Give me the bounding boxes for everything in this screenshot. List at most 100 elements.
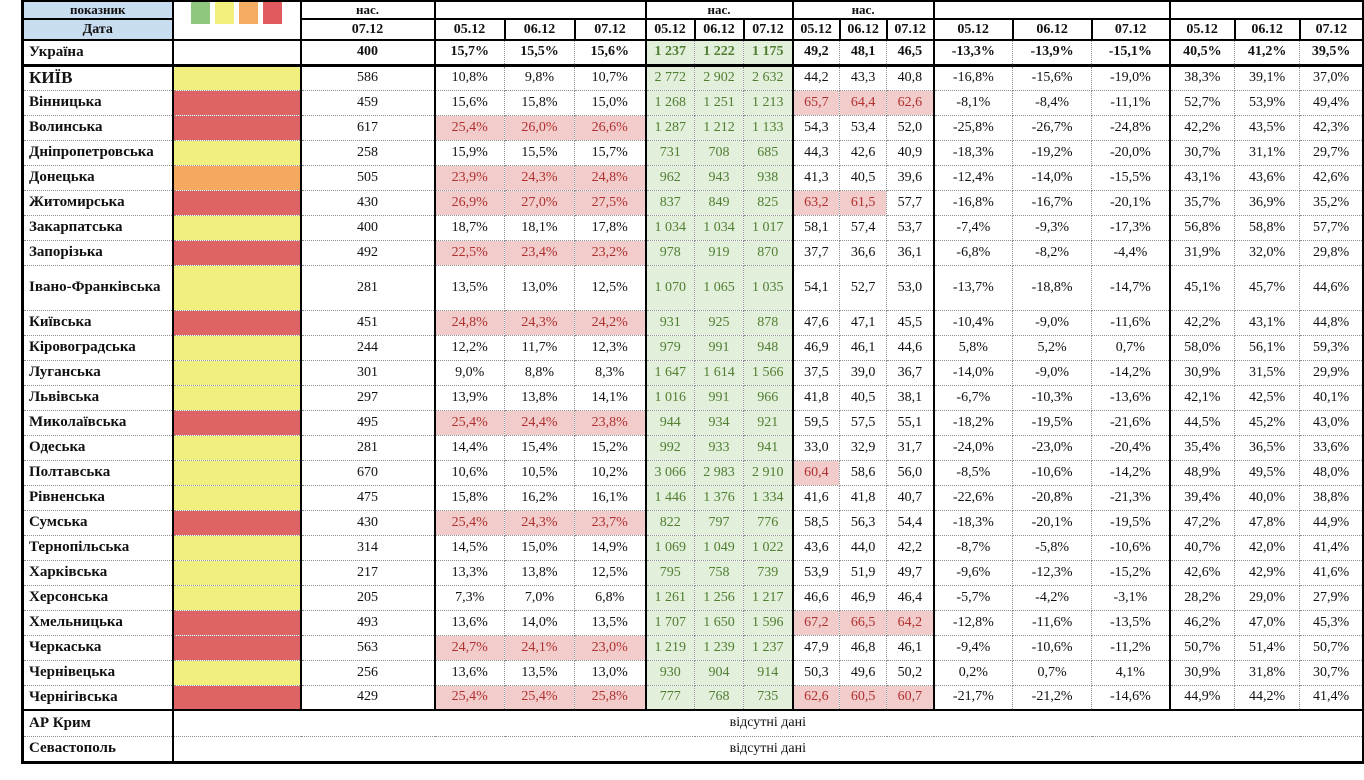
share-pct-cell: 49,5% (1234, 459, 1301, 486)
status-color-cell (171, 214, 301, 241)
pct-value-cell: 13,3% (433, 559, 505, 586)
mid-value-cell: 44,2 (791, 64, 841, 91)
pct-value-cell: 9,0% (433, 359, 505, 386)
mid-value-cell: 44,3 (791, 139, 841, 166)
green-value-cell: 1 287 (644, 114, 696, 141)
share-pct-cell: 42,2% (1168, 114, 1236, 141)
change-pct-cell: -15,2% (1091, 559, 1171, 586)
change-pct-cell: -5,7% (932, 584, 1014, 611)
mid-value-cell: 58,1 (791, 214, 841, 241)
pct-value-cell: 16,1% (573, 484, 647, 511)
share-pct-cell: 45,7% (1234, 264, 1301, 311)
nas-header-cell: нас. (644, 0, 794, 20)
region-row: Житомирська 430 26,9% 27,0% 27,5% 837 849 825 63… (22, 189, 1364, 216)
share-pct-cell: 38,8% (1299, 484, 1364, 511)
share-pct-cell: 31,8% (1234, 659, 1301, 686)
green-value-cell: 938 (743, 164, 794, 191)
population-value-cell: 258 (299, 139, 435, 166)
change-pct-cell: -19,5% (1012, 409, 1093, 436)
green-value-cell: 1 219 (644, 634, 696, 661)
green-value-cell: 1 334 (743, 484, 794, 511)
mid-value-cell: 63,2 (791, 189, 841, 216)
pct-value-cell: 13,5% (433, 264, 505, 311)
legend-cell (171, 0, 302, 41)
population-value-cell: 505 (299, 164, 435, 191)
change-pct-cell: 4,1% (1091, 659, 1171, 686)
pct-value-cell: 27,5% (573, 189, 647, 216)
change-pct-cell: -14,2% (1091, 459, 1171, 486)
share-pct-cell: 42,5% (1234, 384, 1301, 411)
change-pct-cell: -8,5% (932, 459, 1014, 486)
date-header-cell: 07.12 (1090, 18, 1171, 41)
mid-value-cell: 62,6 (886, 89, 935, 116)
change-pct-cell: -25,8% (932, 114, 1014, 141)
change-pct-cell: 5,8% (932, 334, 1014, 361)
mid-value-cell: 37,7 (791, 239, 841, 266)
region-name-cell: Закарпатська (22, 214, 173, 241)
green-value-cell: 2 910 (743, 459, 794, 486)
green-value-cell: 878 (743, 309, 794, 336)
status-color-cell (171, 459, 301, 486)
mid-value-cell: 57,4 (839, 214, 888, 241)
share-pct-cell: 42,6% (1168, 559, 1236, 586)
mid-value-cell: 55,1 (886, 409, 935, 436)
share-pct-cell: 29,7% (1299, 139, 1364, 166)
pct-value-cell: 15,6% (433, 89, 505, 116)
share-pct-cell: 53,9% (1234, 89, 1301, 116)
share-pct-cell: 43,1% (1168, 164, 1236, 191)
change-pct-cell: -17,3% (1091, 214, 1171, 241)
green-value-cell: 931 (644, 309, 696, 336)
mid-value-cell: 48,1 (839, 39, 888, 67)
pct-value-cell: 24,4% (504, 409, 575, 436)
green-value-cell: 1 239 (694, 634, 745, 661)
share-pct-cell: 48,0% (1299, 459, 1364, 486)
change-pct-cell: -18,3% (932, 509, 1014, 536)
change-pct-cell: 0,7% (1091, 334, 1171, 361)
no-data-cell: відсутні дані (171, 735, 1364, 763)
share-pct-cell: 35,2% (1299, 189, 1364, 216)
share-pct-cell: 28,2% (1168, 584, 1236, 611)
pct-value-cell: 10,6% (433, 459, 505, 486)
change-pct-cell: -9,0% (1012, 359, 1093, 386)
green-value-cell: 1 647 (644, 359, 696, 386)
green-value-cell: 822 (644, 509, 696, 536)
pct-value-cell: 15,9% (433, 139, 505, 166)
pct-value-cell: 25,4% (433, 684, 505, 711)
mid-value-cell: 52,0 (886, 114, 935, 141)
mid-value-cell: 51,9 (839, 559, 888, 586)
share-pct-cell: 44,9% (1299, 509, 1364, 536)
share-pct-cell: 41,4% (1299, 534, 1364, 561)
pct-value-cell: 8,3% (573, 359, 647, 386)
share-pct-cell: 39,4% (1168, 484, 1236, 511)
status-color-cell (171, 684, 301, 711)
pct-value-cell: 13,5% (573, 609, 647, 636)
pct-value-cell: 24,1% (504, 634, 575, 661)
pct-value-cell: 15,5% (504, 139, 575, 166)
share-pct-cell: 41,2% (1234, 39, 1301, 67)
change-pct-cell: -11,6% (1091, 309, 1171, 336)
green-value-cell: 904 (694, 659, 745, 686)
change-pct-cell: -20,8% (1012, 484, 1093, 511)
status-color-cell (171, 659, 301, 686)
mid-value-cell: 53,4 (839, 114, 888, 141)
pct-value-cell: 14,9% (573, 534, 647, 561)
share-pct-cell: 49,4% (1299, 89, 1364, 116)
share-pct-cell: 37,0% (1299, 64, 1364, 91)
status-color-cell (171, 139, 301, 166)
status-color-cell (171, 434, 301, 461)
share-pct-cell: 38,3% (1168, 64, 1236, 91)
mid-value-cell: 60,5 (839, 684, 888, 711)
pct-value-cell: 10,5% (504, 459, 575, 486)
mid-value-cell: 59,5 (791, 409, 841, 436)
region-row: Вінницька 459 15,6% 15,8% 15,0% 1 268 1 251 1 2… (22, 89, 1364, 116)
nas-header-cell: нас. (299, 0, 436, 20)
date-header-cell: 05.12 (791, 18, 841, 41)
mid-value-cell: 46,1 (839, 334, 888, 361)
change-pct-cell: -9,6% (932, 559, 1014, 586)
share-pct-cell: 31,1% (1234, 139, 1301, 166)
share-pct-cell: 43,1% (1234, 309, 1301, 336)
population-value-cell: 297 (299, 384, 435, 411)
pct-value-cell: 17,8% (573, 214, 647, 241)
population-value-cell: 281 (299, 434, 435, 461)
pct-value-cell: 13,8% (504, 384, 575, 411)
